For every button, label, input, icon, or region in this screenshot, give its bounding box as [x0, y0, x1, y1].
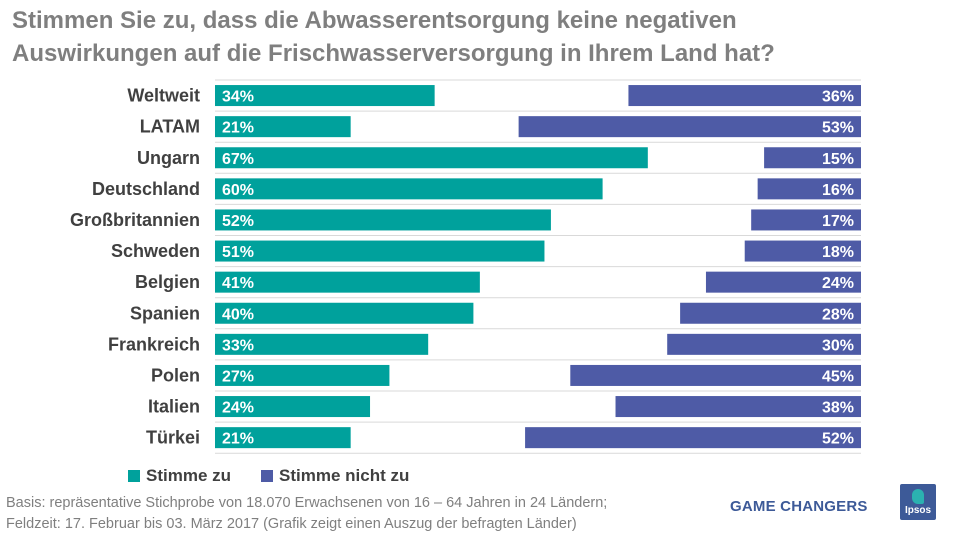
- data-label-agree: 21%: [222, 120, 254, 137]
- bar-disagree: [525, 427, 861, 449]
- data-label-disagree: 28%: [822, 306, 854, 323]
- category-label: Ungarn: [137, 148, 200, 168]
- ipsos-logo-mark-icon: [912, 489, 924, 504]
- diverging-bar-chart: Weltweit 34% 36% LATAM 21% 53% Ungarn 67% 15% Deu…: [70, 79, 861, 454]
- data-label-disagree: 18%: [822, 244, 854, 261]
- chart-title: Stimmen Sie zu, dass die Abwasserentsorg…: [12, 4, 912, 70]
- bar-agree: [215, 396, 371, 418]
- category-label: Weltweit: [127, 86, 200, 106]
- legend-swatch-disagree: [261, 470, 274, 482]
- category-label: LATAM: [140, 117, 200, 137]
- data-label-disagree: 52%: [822, 431, 854, 448]
- bar-agree: [215, 209, 551, 231]
- bar-agree: [215, 302, 474, 324]
- bar-disagree: [628, 85, 861, 107]
- data-label-agree: 51%: [222, 244, 254, 261]
- bar-agree: [215, 85, 435, 107]
- footnote-line-1: Basis: repräsentative Stichprobe von 18.…: [6, 495, 608, 511]
- bar-disagree: [667, 333, 861, 355]
- data-label-disagree: 16%: [822, 182, 854, 199]
- data-label-agree: 24%: [222, 400, 254, 417]
- legend: Stimme zu Stimme nicht zu: [128, 465, 439, 487]
- data-label-disagree: 53%: [822, 120, 854, 137]
- chart-title-line-1: Stimmen Sie zu, dass die Abwasserentsorg…: [12, 7, 737, 34]
- category-label: Schweden: [111, 241, 200, 261]
- data-label-disagree: 30%: [822, 337, 854, 354]
- category-label: Deutschland: [92, 179, 200, 199]
- bar-disagree: [764, 147, 861, 169]
- data-label-agree: 41%: [222, 275, 254, 292]
- data-label-disagree: 15%: [822, 151, 854, 168]
- bar-agree: [215, 364, 390, 386]
- bar-agree: [215, 147, 648, 169]
- data-label-agree: 27%: [222, 368, 254, 385]
- data-label-agree: 60%: [222, 182, 254, 199]
- footnote: Basis: repräsentative Stichprobe von 18.…: [6, 493, 726, 535]
- ipsos-logo: Ipsos: [900, 484, 936, 520]
- legend-swatch-agree: [128, 470, 140, 482]
- category-label: Großbritannien: [70, 210, 200, 230]
- category-label: Spanien: [130, 303, 200, 323]
- data-label-agree: 33%: [222, 337, 254, 354]
- bar-disagree: [757, 178, 861, 200]
- bar-disagree: [744, 240, 861, 262]
- data-label-agree: 40%: [222, 306, 254, 323]
- category-label: Italien: [148, 397, 200, 417]
- legend-item-disagree: Stimme nicht zu: [261, 466, 409, 486]
- bar-agree: [215, 178, 603, 200]
- data-label-disagree: 45%: [822, 368, 854, 385]
- data-label-agree: 34%: [222, 89, 254, 106]
- data-label-disagree: 38%: [822, 400, 854, 417]
- bar-agree: [215, 271, 480, 293]
- category-label: Polen: [151, 365, 200, 385]
- data-label-disagree: 17%: [822, 213, 854, 230]
- footnote-line-2: Feldzeit: 17. Februar bis 03. März 2017 …: [6, 516, 577, 532]
- category-label: Frankreich: [108, 334, 200, 354]
- bar-agree: [215, 333, 429, 355]
- bar-disagree: [570, 364, 861, 386]
- bar-agree: [215, 427, 351, 449]
- data-label-agree: 67%: [222, 151, 254, 168]
- bar-disagree: [615, 396, 861, 418]
- ipsos-logo-text: Ipsos: [904, 505, 932, 516]
- game-changers-tagline: GAME CHANGERS: [730, 498, 868, 515]
- bar-agree: [215, 240, 545, 262]
- bar-disagree: [680, 302, 861, 324]
- bar-disagree: [518, 116, 861, 138]
- chart-title-line-2: Auswirkungen auf die Frischwasserversorg…: [12, 40, 775, 67]
- legend-label-disagree: Stimme nicht zu: [279, 466, 410, 485]
- data-label-agree: 52%: [222, 213, 254, 230]
- bar-agree: [215, 116, 351, 138]
- legend-label-agree: Stimme zu: [146, 466, 232, 485]
- data-label-disagree: 24%: [822, 275, 854, 292]
- data-label-agree: 21%: [222, 431, 254, 448]
- legend-item-agree: Stimme zu: [128, 466, 231, 486]
- category-label: Türkei: [146, 428, 200, 448]
- category-label: Belgien: [135, 272, 200, 292]
- bar-disagree: [705, 271, 861, 293]
- data-label-disagree: 36%: [822, 89, 854, 106]
- bar-disagree: [751, 209, 861, 231]
